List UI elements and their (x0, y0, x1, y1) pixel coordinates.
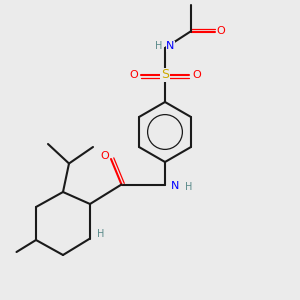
Text: O: O (100, 151, 109, 161)
Text: O: O (129, 70, 138, 80)
Text: N: N (166, 41, 175, 52)
Text: H: H (97, 229, 104, 239)
Text: O: O (192, 70, 201, 80)
Text: H: H (155, 41, 163, 52)
Text: H: H (185, 182, 192, 193)
Text: O: O (216, 26, 225, 37)
Text: S: S (161, 68, 169, 82)
Text: N: N (171, 181, 180, 191)
